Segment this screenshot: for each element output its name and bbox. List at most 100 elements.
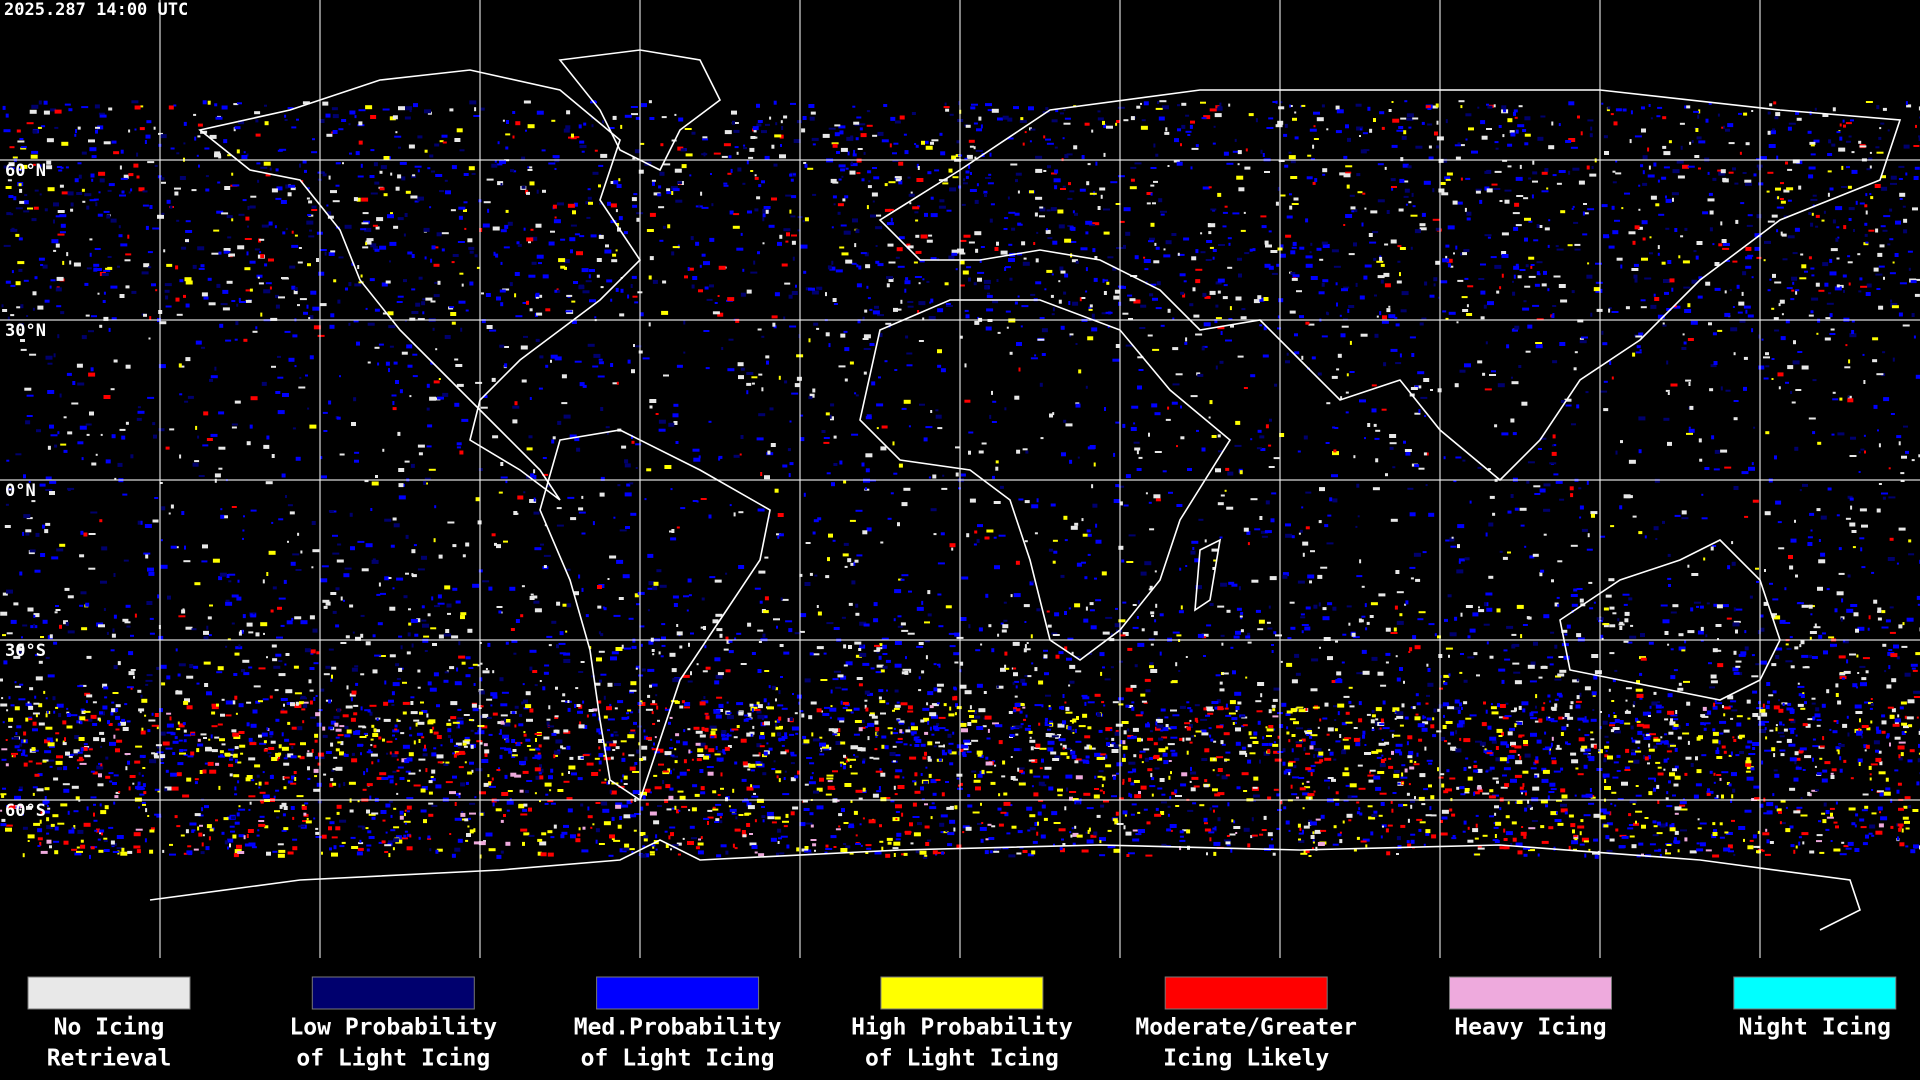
icing-pixel bbox=[880, 669, 885, 673]
icing-pixel bbox=[1898, 178, 1903, 180]
icing-pixel bbox=[1400, 309, 1407, 313]
icing-pixel bbox=[291, 230, 294, 234]
icing-pixel bbox=[1653, 526, 1659, 531]
icing-pixel bbox=[1641, 106, 1645, 110]
icing-pixel bbox=[877, 131, 884, 136]
icing-pixel bbox=[357, 265, 360, 269]
icing-pixel bbox=[1519, 269, 1526, 271]
icing-pixel bbox=[554, 216, 557, 219]
icing-pixel bbox=[900, 299, 903, 304]
icing-pixel bbox=[1678, 255, 1681, 259]
icing-pixel bbox=[333, 279, 337, 283]
icing-pixel bbox=[369, 278, 375, 282]
icing-pixel bbox=[1112, 266, 1117, 271]
icing-pixel bbox=[1704, 467, 1710, 470]
icing-pixel bbox=[1876, 373, 1884, 376]
icing-pixel bbox=[683, 351, 686, 354]
icing-pixel bbox=[412, 174, 416, 177]
icing-pixel bbox=[631, 440, 635, 444]
icing-pixel bbox=[791, 392, 799, 395]
icing-pixel bbox=[1848, 207, 1855, 211]
icing-pixel bbox=[862, 316, 865, 321]
icing-pixel bbox=[517, 243, 522, 247]
icing-pixel bbox=[1639, 696, 1643, 700]
icing-pixel bbox=[1136, 468, 1142, 471]
icing-pixel bbox=[1877, 610, 1882, 613]
icing-pixel bbox=[152, 227, 160, 230]
icing-pixel bbox=[604, 249, 612, 254]
icing-pixel bbox=[534, 547, 542, 551]
icing-pixel bbox=[1818, 559, 1826, 564]
icing-pixel bbox=[1395, 362, 1402, 365]
icing-pixel bbox=[1260, 530, 1268, 534]
icing-pixel bbox=[1608, 245, 1615, 249]
icing-pixel bbox=[1633, 274, 1638, 279]
icing-pixel bbox=[128, 129, 131, 133]
icing-pixel bbox=[1586, 274, 1593, 279]
icing-pixel bbox=[1624, 192, 1630, 195]
icing-pixel bbox=[1016, 342, 1022, 346]
icing-pixel bbox=[207, 277, 212, 281]
icing-pixel bbox=[430, 361, 434, 365]
icing-pixel bbox=[83, 743, 88, 746]
icing-pixel bbox=[1089, 192, 1097, 195]
icing-pixel bbox=[1812, 431, 1816, 435]
icing-pixel bbox=[1030, 128, 1036, 131]
icing-pixel bbox=[1709, 388, 1714, 392]
icing-pixel bbox=[1882, 229, 1888, 232]
icing-pixel bbox=[1742, 271, 1747, 276]
icing-pixel bbox=[1718, 243, 1723, 247]
icing-pixel bbox=[907, 632, 915, 635]
icing-pixel bbox=[408, 144, 415, 149]
icing-pixel bbox=[672, 188, 680, 192]
icing-pixel bbox=[757, 328, 762, 331]
icing-pixel bbox=[179, 176, 186, 180]
icing-pixel bbox=[306, 220, 314, 225]
icing-pixel bbox=[338, 256, 344, 259]
icing-pixel bbox=[1847, 395, 1850, 398]
icing-pixel bbox=[429, 687, 437, 692]
icing-pixel bbox=[1104, 407, 1106, 411]
icing-pixel bbox=[1443, 456, 1446, 460]
icing-pixel bbox=[353, 704, 359, 707]
icing-pixel bbox=[534, 684, 538, 687]
icing-pixel bbox=[130, 454, 134, 459]
icing-pixel bbox=[331, 666, 337, 670]
icing-pixel bbox=[958, 751, 960, 756]
icing-pixel bbox=[649, 399, 657, 403]
icing-pixel bbox=[351, 422, 356, 426]
icing-pixel bbox=[147, 161, 155, 164]
icing-pixel bbox=[447, 612, 451, 615]
icing-pixel bbox=[1239, 615, 1243, 618]
icing-pixel bbox=[8, 488, 12, 491]
icing-pixel bbox=[1181, 102, 1187, 106]
icing-pixel bbox=[160, 539, 163, 542]
icing-pixel bbox=[313, 697, 316, 701]
icing-pixel bbox=[1649, 236, 1652, 239]
icing-pixel bbox=[227, 236, 232, 239]
icing-pixel bbox=[1302, 541, 1309, 546]
icing-pixel bbox=[1259, 297, 1265, 302]
icing-pixel bbox=[1123, 119, 1129, 122]
icing-pixel bbox=[197, 123, 203, 127]
icing-pixel bbox=[555, 754, 558, 757]
icing-pixel bbox=[499, 344, 505, 348]
icing-pixel bbox=[1684, 640, 1687, 644]
icing-pixel bbox=[548, 644, 552, 647]
icing-pixel bbox=[1887, 557, 1895, 561]
icing-pixel bbox=[166, 731, 174, 734]
icing-pixel bbox=[1036, 608, 1041, 612]
icing-pixel bbox=[1195, 144, 1199, 148]
icing-pixel bbox=[545, 364, 549, 368]
icing-pixel bbox=[1191, 147, 1199, 150]
icing-pixel bbox=[397, 295, 404, 298]
icing-pixel bbox=[864, 309, 868, 313]
icing-pixel bbox=[631, 275, 637, 279]
icing-pixel bbox=[597, 717, 600, 721]
icing-pixel bbox=[1515, 176, 1523, 181]
icing-pixel bbox=[627, 294, 630, 299]
icing-pixel bbox=[1010, 594, 1013, 598]
icing-pixel bbox=[1751, 462, 1754, 466]
icing-pixel bbox=[916, 645, 924, 648]
icing-pixel bbox=[598, 184, 601, 188]
